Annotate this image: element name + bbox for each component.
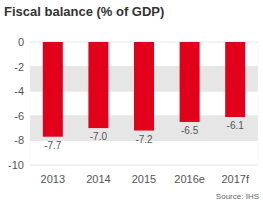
source: Source: IHS xyxy=(216,192,259,201)
bar xyxy=(134,42,154,131)
data-label: -7.0 xyxy=(90,131,108,142)
title: Fiscal balance (% of GDP) xyxy=(4,4,164,19)
data-label: -6.5 xyxy=(181,125,199,136)
data-label: -7.2 xyxy=(135,134,153,145)
plot-frame xyxy=(30,42,258,165)
bar xyxy=(88,42,108,128)
chart-svg: Fiscal balance (% of GDP) 0 -2 -4 -6 -8 -10 -7.… xyxy=(0,0,263,204)
data-label: -6.1 xyxy=(227,120,245,131)
y-tick-label: -6 xyxy=(14,110,24,122)
y-tick-label: -4 xyxy=(14,85,24,97)
data-label: -7.7 xyxy=(44,140,62,151)
y-tick-label: 0 xyxy=(18,36,24,48)
bars xyxy=(43,42,245,137)
y-tick-label: -8 xyxy=(14,134,24,146)
bar xyxy=(225,42,245,117)
x-tick-label: 2016e xyxy=(174,173,205,185)
bar xyxy=(180,42,200,122)
chart-container: Fiscal balance (% of GDP) 0 -2 -4 -6 -8 -10 -7.… xyxy=(0,0,263,204)
y-tick-label: -10 xyxy=(8,159,24,171)
y-tick-label: -2 xyxy=(14,61,24,73)
x-tick-label: 2014 xyxy=(86,173,110,185)
x-tick-label: 2013 xyxy=(41,173,65,185)
bar xyxy=(43,42,63,137)
x-tick-label: 2017f xyxy=(221,173,249,185)
x-tick-label: 2015 xyxy=(132,173,156,185)
